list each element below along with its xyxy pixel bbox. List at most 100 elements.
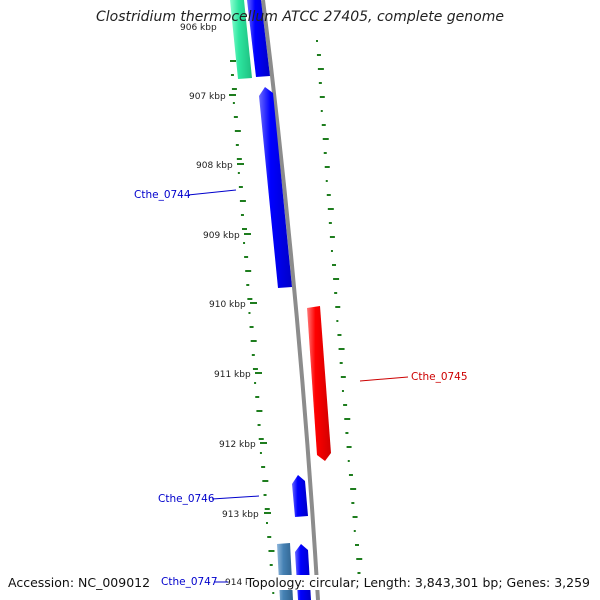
gc-dot <box>248 312 251 314</box>
gc-dot <box>326 194 331 196</box>
gc-dot <box>267 536 272 538</box>
gc-dot <box>272 592 275 594</box>
gc-dot <box>244 256 249 258</box>
kbp-label: 908 kbp <box>196 161 233 171</box>
gc-dot <box>345 432 349 434</box>
gene-label-cthe-0747[interactable]: Cthe_0747 <box>161 576 218 588</box>
gc-dot <box>268 550 275 552</box>
gc-dot <box>329 236 335 238</box>
kbp-label: 913 kbp <box>222 510 259 520</box>
gc-dot <box>344 418 351 420</box>
gc-dot <box>243 242 246 244</box>
gc-dot <box>250 340 257 342</box>
gc-dot <box>245 270 252 272</box>
gc-dot <box>316 40 318 42</box>
gc-dot <box>262 480 269 482</box>
gene-cthe-0745[interactable] <box>307 306 331 461</box>
gc-dot <box>246 284 250 286</box>
genome-summary: Topology: circular; Length: 3,843,301 bp… <box>246 575 590 590</box>
kbp-label: 911 kbp <box>214 370 251 380</box>
gc-dot <box>318 82 322 84</box>
gc-dot <box>230 74 234 76</box>
gc-dot <box>241 228 247 230</box>
gc-dot <box>231 88 237 90</box>
gc-dot <box>264 508 270 510</box>
gene-blue-top[interactable] <box>247 0 270 77</box>
gc-dot <box>351 502 355 504</box>
gene-label-cthe-0746[interactable]: Cthe_0746 <box>158 493 215 505</box>
gene-cthe-0746[interactable] <box>292 475 308 517</box>
gc-dot <box>259 452 262 454</box>
gc-dot <box>332 264 337 266</box>
gc-dot <box>240 214 244 216</box>
gene-cthe-0744[interactable] <box>259 87 292 288</box>
gc-dot <box>235 144 239 146</box>
gc-dot <box>258 438 264 440</box>
gc-dot <box>263 494 267 496</box>
gc-dot <box>261 466 266 468</box>
gc-dot <box>249 326 254 328</box>
gc-dot <box>327 208 334 210</box>
genome-backbone <box>261 0 320 600</box>
gc-dot <box>338 348 345 350</box>
gc-dot <box>320 110 323 112</box>
gc-dot <box>236 158 242 160</box>
accession-text: Accession: NC_009012 <box>8 575 151 590</box>
gc-dot <box>328 222 332 224</box>
gc-dot <box>325 180 328 182</box>
gc-dot <box>333 278 340 280</box>
gc-dot <box>321 124 326 126</box>
gc-dot <box>348 474 353 476</box>
gc-dot <box>337 334 342 336</box>
gc-dot <box>323 152 327 154</box>
gc-dot <box>247 298 253 300</box>
gc-dot <box>339 362 343 364</box>
gene-label-cthe-0745[interactable]: Cthe_0745 <box>411 371 468 383</box>
gc-dot <box>233 116 238 118</box>
gene-labels: Cthe_0744 Cthe_0745 Cthe_0746 Cthe_0747 <box>134 189 468 588</box>
gc-dot <box>343 404 348 406</box>
gc-dot <box>350 488 357 490</box>
gene-steel[interactable] <box>277 543 293 600</box>
gc-dot <box>335 306 341 308</box>
gc-dot <box>316 54 321 56</box>
gene-cthe-0747[interactable] <box>295 544 311 600</box>
gc-dot <box>347 460 350 462</box>
gene-label-cthe-0744[interactable]: Cthe_0744 <box>134 189 191 201</box>
gc-dot <box>254 382 257 384</box>
gc-dot <box>239 200 246 202</box>
gc-dot <box>317 68 324 70</box>
gc-dot <box>352 516 358 518</box>
gc-dot <box>232 102 235 104</box>
kbp-label: 910 kbp <box>209 300 246 310</box>
gc-dot <box>319 96 325 98</box>
gc-dot <box>269 564 273 566</box>
gc-dot <box>336 320 339 322</box>
gc-dot <box>355 544 360 546</box>
gc-dot <box>234 130 241 132</box>
map-title: Clostridium thermocellum ATCC 27405, com… <box>96 9 504 25</box>
gc-dot <box>252 368 258 370</box>
kbp-label: 906 kbp <box>180 23 217 33</box>
gc-dot <box>353 530 356 532</box>
kbp-label: 914 kbp <box>225 578 262 588</box>
gc-dot <box>341 390 344 392</box>
kbp-label: 912 kbp <box>219 440 256 450</box>
gc-dot <box>230 60 236 62</box>
gc-dot <box>340 376 346 378</box>
gc-dot <box>357 572 361 574</box>
gc-dot <box>251 354 255 356</box>
gc-dot <box>324 166 330 168</box>
gc-dot <box>330 250 333 252</box>
gc-dot <box>238 186 243 188</box>
gc-dot <box>257 424 261 426</box>
gc-dot <box>237 172 240 174</box>
gc-dot <box>356 558 363 560</box>
gc-content-track-right <box>316 40 364 588</box>
gc-dot <box>255 396 260 398</box>
gene-teal[interactable] <box>230 0 252 79</box>
kbp-label: 907 kbp <box>189 92 226 102</box>
gc-dot <box>346 446 352 448</box>
gc-dot <box>265 522 268 524</box>
